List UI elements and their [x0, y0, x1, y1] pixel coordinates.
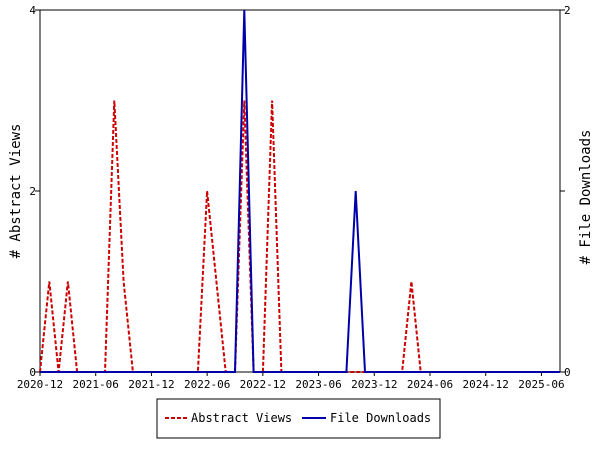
legend: Abstract Views File Downloads: [156, 398, 441, 439]
y-axis-left-title: # Abstract Views: [8, 124, 24, 259]
x-tick-label: 2024-06: [407, 378, 453, 391]
plot-area: [39, 9, 561, 373]
x-tick-label: 2022-06: [184, 378, 230, 391]
x-tick-label: 2023-12: [351, 378, 397, 391]
x-tick-label: 2021-12: [128, 378, 174, 391]
legend-label-file-downloads: File Downloads: [330, 411, 431, 425]
x-tick-label: 2023-06: [295, 378, 341, 391]
y-right-tick-label: 0: [564, 366, 571, 379]
y-left-tick-label: 0: [29, 366, 36, 379]
x-tick-label: 2020-12: [17, 378, 63, 391]
y-left-tick-label: 4: [29, 4, 36, 17]
legend-label-abstract-views: Abstract Views: [191, 411, 292, 425]
y-axis-right-title: # File Downloads: [578, 130, 594, 265]
x-tick-label: 2021-06: [73, 378, 119, 391]
x-tick-label: 2025-06: [518, 378, 564, 391]
y-right-tick-label: 2: [564, 4, 571, 17]
legend-box: [156, 398, 441, 439]
ticks-layer: 2020-12 2021-06 2021-12 2022-06 2022-12 2023-…: [17, 4, 571, 391]
x-tick-label: 2024-12: [463, 378, 509, 391]
x-tick-label: 2022-12: [240, 378, 286, 391]
y-left-tick-label: 2: [29, 185, 36, 198]
